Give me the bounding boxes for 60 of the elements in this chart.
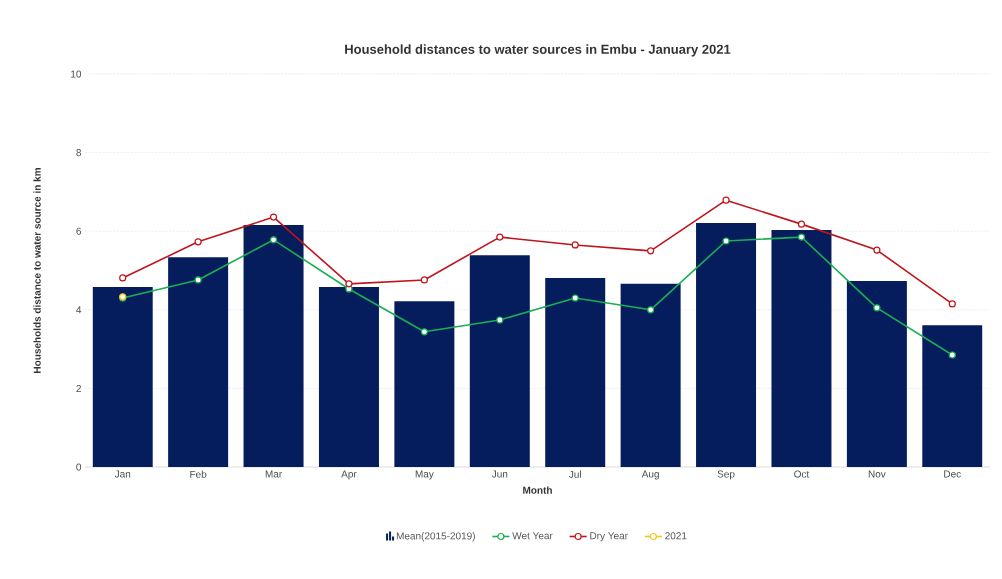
point xyxy=(873,246,881,254)
legend-label: Mean(2015-2019) xyxy=(396,532,475,542)
y-tick-label: 8 xyxy=(76,149,82,157)
bar xyxy=(545,277,606,467)
point xyxy=(722,237,730,245)
point xyxy=(873,304,881,312)
y-tick-label: 6 xyxy=(76,227,82,235)
y-tick-label: 2 xyxy=(76,384,81,392)
bar xyxy=(243,224,304,467)
chart-title: Household distances to water sources in Embu - January 2021 xyxy=(345,44,731,57)
point xyxy=(948,300,956,308)
legend-label: Wet Year xyxy=(512,532,553,540)
point xyxy=(194,276,202,284)
x-axis-title: Month xyxy=(523,486,552,494)
x-tick-label: Jan xyxy=(114,470,131,478)
point xyxy=(496,233,504,241)
point xyxy=(269,213,278,221)
bar xyxy=(922,325,983,467)
x-tick-label: Apr xyxy=(341,470,357,480)
y-tick-label: 10 xyxy=(71,70,82,78)
x-tick-label: Aug xyxy=(641,470,659,480)
point xyxy=(420,328,428,336)
bar xyxy=(394,301,455,467)
x-tick-label: Sep xyxy=(717,470,735,480)
point xyxy=(948,351,956,359)
x-tick-label: Jul xyxy=(568,470,581,478)
legend-label: Dry Year xyxy=(590,532,628,542)
point xyxy=(797,220,806,228)
x-tick-label: Jun xyxy=(491,470,508,478)
point xyxy=(269,236,278,244)
x-tick-label: Oct xyxy=(794,470,810,478)
y-tick-label: 0 xyxy=(76,463,82,471)
bar xyxy=(696,222,757,467)
bar xyxy=(318,287,379,467)
x-tick-label: May xyxy=(415,470,434,480)
point xyxy=(571,241,579,249)
x-tick-label: Dec xyxy=(944,470,961,478)
x-tick-label: Mar xyxy=(265,470,282,478)
y-tick-label: 4 xyxy=(76,306,82,314)
point xyxy=(345,280,353,288)
x-tick-label: Nov xyxy=(868,470,886,478)
point xyxy=(420,276,428,284)
point xyxy=(722,196,730,204)
bar xyxy=(469,255,530,467)
bar xyxy=(620,283,681,467)
y-axis-title: Households distance to water source in km xyxy=(33,168,41,373)
bar xyxy=(168,257,229,467)
point xyxy=(345,285,353,293)
bar xyxy=(92,287,153,467)
bar xyxy=(771,230,832,467)
point xyxy=(647,247,655,255)
bar xyxy=(846,281,907,467)
point xyxy=(119,274,127,282)
point xyxy=(797,233,806,241)
legend-label: 2021 xyxy=(665,532,687,540)
point xyxy=(194,238,202,246)
point xyxy=(571,294,579,302)
x-tick-label: Feb xyxy=(190,470,207,478)
point xyxy=(647,306,655,314)
point xyxy=(496,316,504,324)
